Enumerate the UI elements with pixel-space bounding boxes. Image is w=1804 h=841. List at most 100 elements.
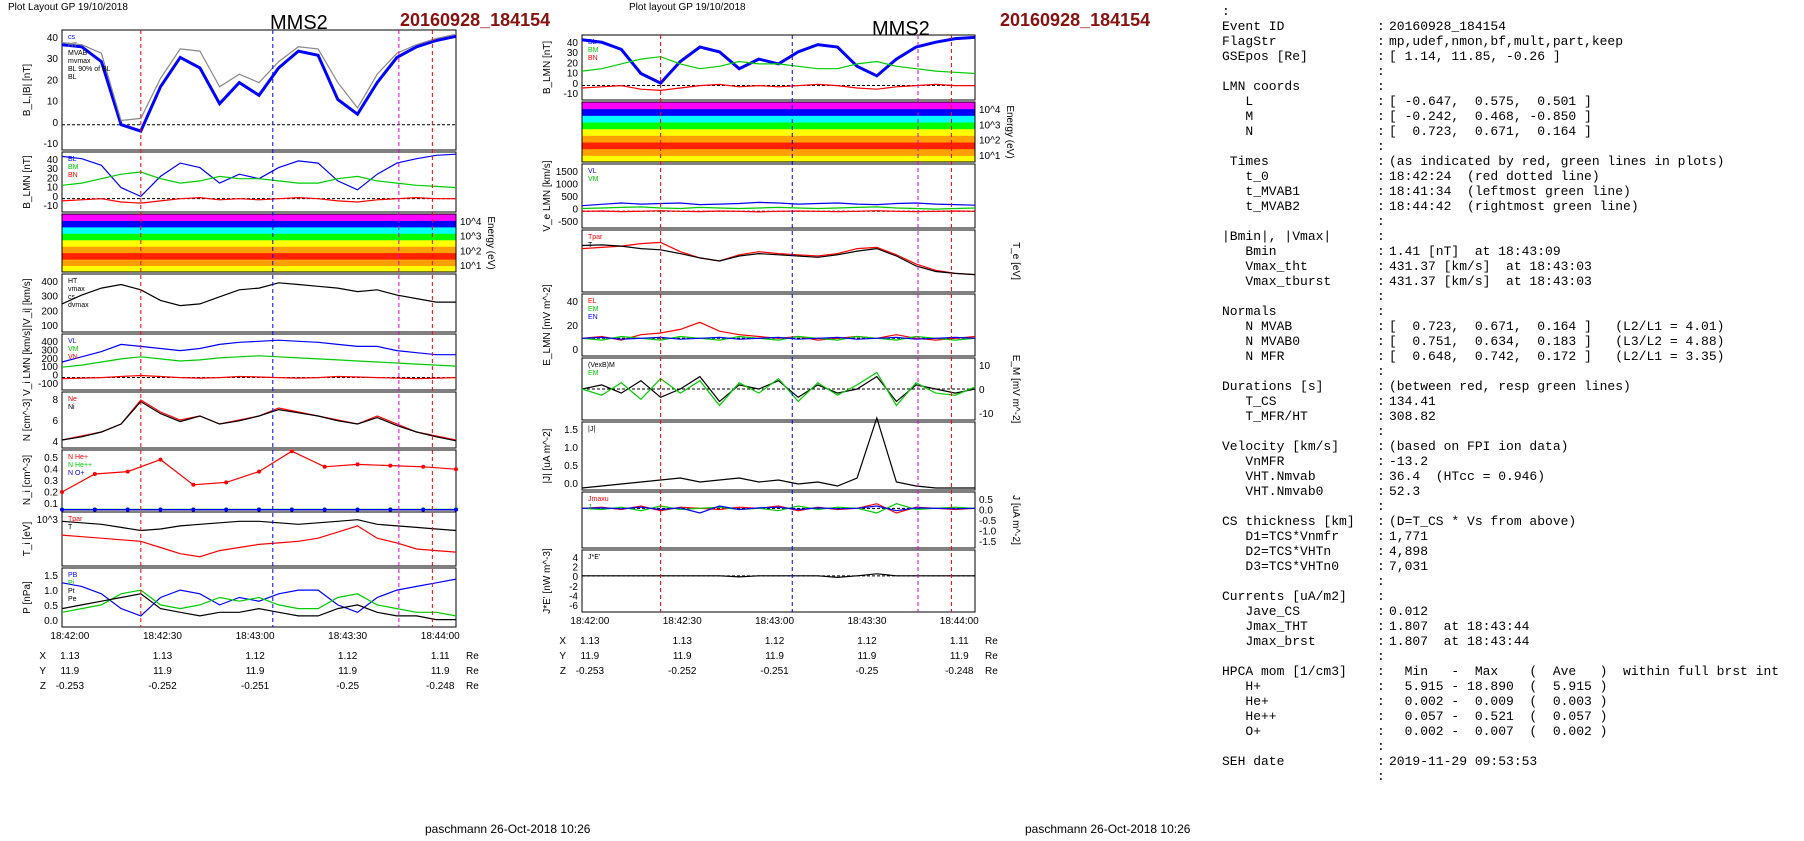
info-colon: : xyxy=(1377,589,1385,604)
info-colon: : xyxy=(1377,724,1385,739)
info-colon: : xyxy=(1377,139,1385,154)
y-tick-label: 0 xyxy=(979,385,985,396)
info-colon: : xyxy=(1377,364,1385,379)
info-label: : xyxy=(1222,4,1230,19)
info-colon: : xyxy=(1377,19,1385,34)
info-colon: : xyxy=(1377,274,1385,289)
legend-entry: mvmax xyxy=(68,58,91,65)
y-tick-label: 30 xyxy=(47,164,59,175)
legend-entry: BL xyxy=(588,39,597,46)
x-tick-label: 18:43:00 xyxy=(236,631,275,642)
series-line-BM xyxy=(581,56,976,75)
y-tick-label: 4 xyxy=(572,553,578,564)
spectrogram-band xyxy=(62,252,456,260)
position-value: 1.12 xyxy=(245,651,265,662)
y-tick-label: 30 xyxy=(567,48,579,59)
info-colon: : xyxy=(1377,544,1385,559)
info-value: (D=T_CS * Vs from above) xyxy=(1389,514,1577,529)
y-axis-label: J*E' [nW m^-3] xyxy=(542,548,553,614)
info-colon: : xyxy=(1377,169,1385,184)
info-value: (as indicated by red, green lines in plo… xyxy=(1389,154,1725,169)
y-tick-label: 10^1 xyxy=(979,151,1001,162)
y-tick-label: 10 xyxy=(47,183,59,194)
info-row: VHT.Nmvab0:52.3 xyxy=(1222,484,1779,499)
spectrogram-band xyxy=(62,220,456,228)
info-value: 1.807 at 18:43:44 xyxy=(1389,634,1530,649)
y-tick-label: 10^4 xyxy=(979,105,1001,116)
info-colon: : xyxy=(1377,379,1385,394)
legend-entry: Pt xyxy=(68,588,75,595)
spectrogram-band xyxy=(582,108,975,116)
info-value: 2019-11-29 09:53:53 xyxy=(1389,754,1538,769)
info-colon: : xyxy=(1377,334,1385,349)
info-value: 52.3 xyxy=(1389,484,1421,499)
legend-entry: Ni xyxy=(68,404,75,411)
y-tick-label: 10 xyxy=(567,69,579,80)
info-colon: : xyxy=(1377,94,1385,109)
info-colon: : xyxy=(1377,484,1385,499)
series-point xyxy=(158,507,163,512)
legend-entry: VL xyxy=(588,168,597,175)
info-value: [ 1.14, 11.85, -0.26 ] xyxy=(1389,49,1561,64)
y-tick-label: 0 xyxy=(52,118,58,129)
series-line-EL xyxy=(581,336,976,340)
y-axis-label: J [uA m^-2] xyxy=(1010,495,1021,545)
x-tick-label: 18:42:30 xyxy=(143,631,182,642)
position-value: 1.13 xyxy=(60,651,80,662)
left-event-id: 20160928_184154 xyxy=(400,10,551,30)
info-colon: : xyxy=(1377,604,1385,619)
info-label: D2=TCS*VHTn xyxy=(1222,544,1332,559)
info-row: Times: (as indicated by red, green lines … xyxy=(1222,154,1779,169)
position-row-label: Y xyxy=(559,651,566,662)
y-tick-label: 0 xyxy=(572,345,578,356)
info-colon: : xyxy=(1377,574,1385,589)
panel-frame xyxy=(61,511,457,567)
legend-entry: VM xyxy=(68,346,79,353)
info-colon: : xyxy=(1377,424,1385,439)
spectrogram-band xyxy=(582,102,975,110)
info-label: HPCA mom [1/cm3] xyxy=(1222,664,1347,679)
position-value: -0.248 xyxy=(945,666,974,677)
legend-entry: BM xyxy=(588,47,599,54)
y-tick-label: 1.5 xyxy=(564,425,578,436)
spectrogram-band xyxy=(62,265,456,273)
panel-frame xyxy=(61,391,457,449)
y-tick-label: -6 xyxy=(569,601,578,612)
y-tick-label: -100 xyxy=(38,379,58,390)
spectrogram-band xyxy=(62,246,456,254)
y-tick-label: 0.5 xyxy=(564,461,578,472)
x-tick-label: 18:43:00 xyxy=(755,616,794,627)
series-line-BL xyxy=(61,153,457,198)
info-colon: : xyxy=(1377,559,1385,574)
info-row: LMN coords: xyxy=(1222,79,1779,94)
info-label: SEH date xyxy=(1222,754,1285,769)
legend-entry: N He++ xyxy=(68,462,92,469)
info-value: 36.4 (HTcc = 0.946) xyxy=(1389,469,1546,484)
legend-entry: EM xyxy=(588,370,599,377)
info-row: Bmin:1.41 [nT] at 18:43:09 xyxy=(1222,244,1779,259)
position-value: 1.12 xyxy=(765,636,785,647)
spectrogram-band xyxy=(582,155,975,163)
y-tick-label: -2 xyxy=(569,582,578,593)
series-point xyxy=(60,490,64,494)
series-line-BM xyxy=(61,171,457,189)
series-point xyxy=(257,469,261,474)
y-tick-label: 20 xyxy=(567,58,579,69)
y-tick-label: -500 xyxy=(558,217,578,228)
y-tick-label: 200 xyxy=(41,306,58,317)
info-colon: : xyxy=(1377,679,1385,694)
position-value: 11.9 xyxy=(950,651,969,662)
series-line-VM xyxy=(581,206,976,210)
info-colon: : xyxy=(1377,109,1385,124)
y-tick-label: 10^2 xyxy=(979,136,1001,147)
x-tick-label: 18:42:30 xyxy=(663,616,702,627)
info-row: Jmax_brst:1.807 at 18:43:44 xyxy=(1222,634,1779,649)
legend-entry: BL xyxy=(68,74,77,81)
y-tick-label: 400 xyxy=(41,277,58,288)
info-row: GSEpos [Re]: [ 1.14, 11.85, -0.26 ] xyxy=(1222,49,1779,64)
info-value: [ 0.723, 0.671, 0.164 ] (L2/L1 = 4.01) xyxy=(1389,319,1725,334)
y-axis-label: V_i LMN [km/s] xyxy=(22,328,33,396)
y-tick-label: 100 xyxy=(41,321,58,332)
left-footer: paschmann 26-Oct-2018 10:26 xyxy=(425,822,591,836)
